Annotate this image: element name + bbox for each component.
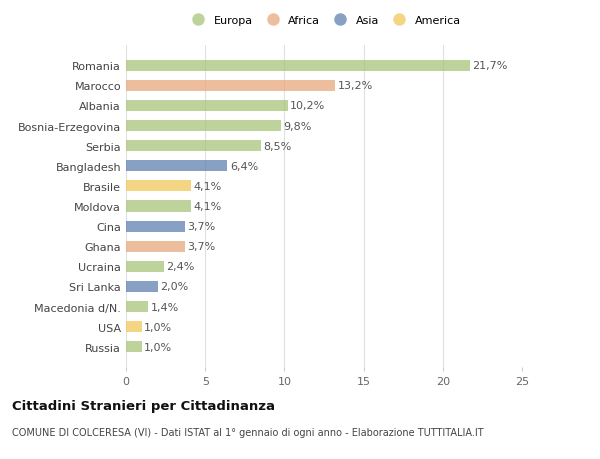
Text: 1,4%: 1,4% (151, 302, 179, 312)
Bar (126, 181, 191, 192)
Bar (126, 101, 287, 112)
Bar (126, 281, 158, 292)
Bar (126, 321, 142, 332)
Legend: Europa, Africa, Asia, America: Europa, Africa, Asia, America (184, 13, 464, 29)
Bar (126, 241, 185, 252)
Bar (126, 61, 470, 72)
Bar (126, 201, 191, 212)
Bar (126, 221, 185, 232)
Bar (126, 341, 142, 353)
Text: 2,0%: 2,0% (160, 282, 188, 292)
Text: 1,0%: 1,0% (144, 342, 172, 352)
Bar (126, 302, 148, 313)
Text: Cittadini Stranieri per Cittadinanza: Cittadini Stranieri per Cittadinanza (12, 399, 275, 412)
Bar (126, 261, 164, 272)
Text: 1,0%: 1,0% (144, 322, 172, 332)
Text: 2,4%: 2,4% (166, 262, 195, 272)
Text: 4,1%: 4,1% (193, 181, 221, 191)
Bar (126, 121, 281, 132)
Text: COMUNE DI COLCERESA (VI) - Dati ISTAT al 1° gennaio di ogni anno - Elaborazione : COMUNE DI COLCERESA (VI) - Dati ISTAT al… (12, 427, 484, 437)
Text: 4,1%: 4,1% (193, 202, 221, 212)
Bar (126, 81, 335, 92)
Text: 10,2%: 10,2% (290, 101, 325, 111)
Text: 13,2%: 13,2% (337, 81, 373, 91)
Text: 8,5%: 8,5% (263, 141, 291, 151)
Bar (126, 141, 260, 152)
Text: 3,7%: 3,7% (187, 242, 215, 252)
Text: 9,8%: 9,8% (284, 121, 312, 131)
Text: 3,7%: 3,7% (187, 222, 215, 232)
Bar (126, 161, 227, 172)
Text: 21,7%: 21,7% (472, 61, 508, 71)
Text: 6,4%: 6,4% (230, 162, 258, 171)
